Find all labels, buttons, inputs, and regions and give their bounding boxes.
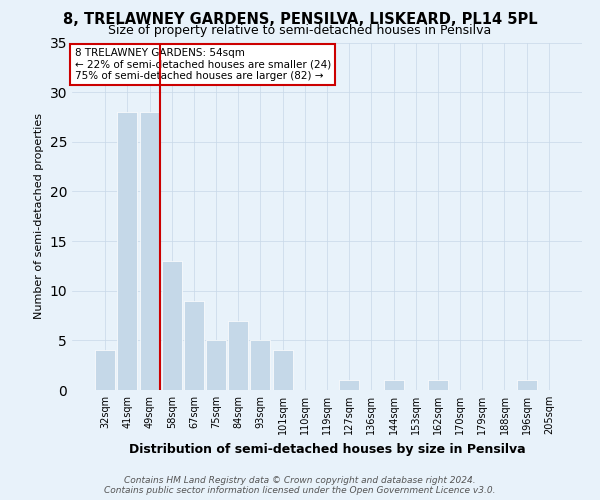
Text: 8 TRELAWNEY GARDENS: 54sqm
← 22% of semi-detached houses are smaller (24)
75% of: 8 TRELAWNEY GARDENS: 54sqm ← 22% of semi… [74,48,331,81]
Bar [272,350,293,390]
Bar [118,112,137,390]
Text: Contains HM Land Registry data © Crown copyright and database right 2024.
Contai: Contains HM Land Registry data © Crown c… [104,476,496,495]
Bar [206,340,226,390]
Bar [95,350,115,390]
Bar [383,380,404,390]
Bar [428,380,448,390]
Bar [140,112,160,390]
Text: Size of property relative to semi-detached houses in Pensilva: Size of property relative to semi-detach… [109,24,491,37]
Bar [250,340,271,390]
X-axis label: Distribution of semi-detached houses by size in Pensilva: Distribution of semi-detached houses by … [128,442,526,456]
Y-axis label: Number of semi-detached properties: Number of semi-detached properties [34,114,44,320]
Text: 8, TRELAWNEY GARDENS, PENSILVA, LISKEARD, PL14 5PL: 8, TRELAWNEY GARDENS, PENSILVA, LISKEARD… [62,12,538,28]
Bar [228,320,248,390]
Bar [162,261,182,390]
Bar [184,300,204,390]
Bar [517,380,536,390]
Bar [339,380,359,390]
